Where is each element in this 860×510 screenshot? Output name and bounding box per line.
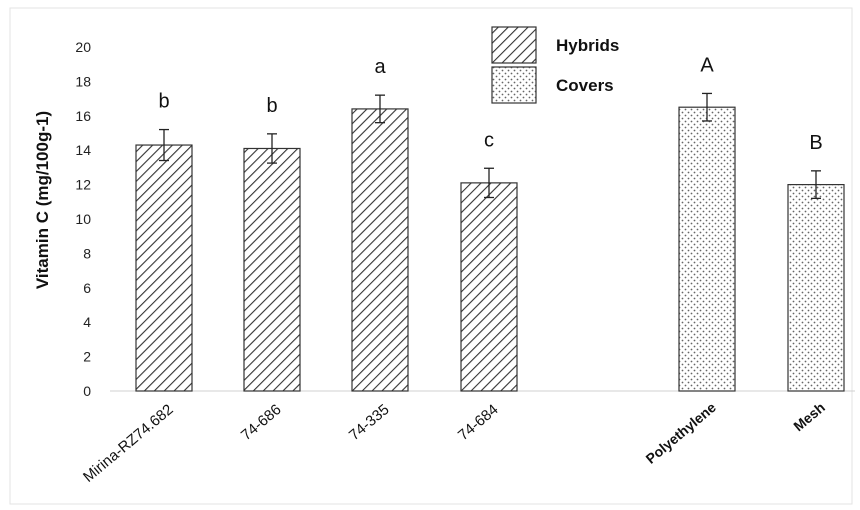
category-label: Mirina-RZ74.682	[80, 401, 177, 486]
y-tick-label: 0	[83, 383, 91, 399]
chart-frame	[9, 7, 853, 505]
bar-74-684	[460, 182, 518, 392]
legend-label: Hybrids	[556, 36, 619, 55]
significance-letter: b	[158, 91, 169, 113]
legend-item: Covers	[491, 66, 614, 104]
category-label: Mesh	[790, 399, 828, 434]
significance-letter: c	[484, 129, 494, 151]
significance-letter: a	[374, 56, 386, 78]
legend-item: Hybrids	[491, 26, 619, 64]
y-tick-label: 12	[75, 177, 91, 193]
bar-74-686	[243, 147, 301, 392]
y-tick-label: 4	[83, 314, 91, 330]
y-tick-label: 14	[75, 142, 91, 158]
y-axis: 0 2 4 6 8 10 12 14 16 18 20	[75, 39, 91, 399]
y-tick-label: 8	[83, 245, 91, 261]
legend-swatch	[491, 66, 537, 104]
category-label: 74-686	[238, 401, 285, 444]
error-bar	[484, 167, 494, 199]
category-label: Polyethylene	[642, 399, 719, 467]
legend-swatch	[491, 26, 537, 64]
error-bar	[811, 170, 821, 200]
y-tick-label: 18	[75, 73, 91, 89]
category-label: 74-684	[455, 401, 502, 444]
significance-letter: A	[700, 54, 714, 76]
error-bar	[267, 133, 277, 164]
bars: b Mirina-RZ74.682 b 74-686 a 74-335 c 74-684 A Po…	[80, 54, 845, 486]
significance-letter: B	[809, 132, 822, 154]
y-tick-label: 6	[83, 280, 91, 296]
y-axis-label: Vitamin C (mg/100g-1)	[33, 111, 52, 289]
error-bar	[375, 94, 385, 124]
error-bar	[159, 128, 169, 162]
y-tick-label: 2	[83, 349, 91, 365]
legend: Hybrids Covers	[491, 26, 619, 104]
bar-mesh	[787, 184, 845, 392]
error-bar	[702, 92, 712, 122]
bar-polyethylene	[678, 106, 736, 392]
y-tick-label: 10	[75, 211, 91, 227]
legend-label: Covers	[556, 76, 614, 95]
bar-74-335	[351, 108, 409, 392]
bar-mirina-rz74-682	[135, 144, 193, 392]
y-tick-label: 20	[75, 39, 91, 55]
y-tick-label: 16	[75, 108, 91, 124]
significance-letter: b	[266, 95, 277, 117]
category-label: 74-335	[346, 401, 393, 444]
